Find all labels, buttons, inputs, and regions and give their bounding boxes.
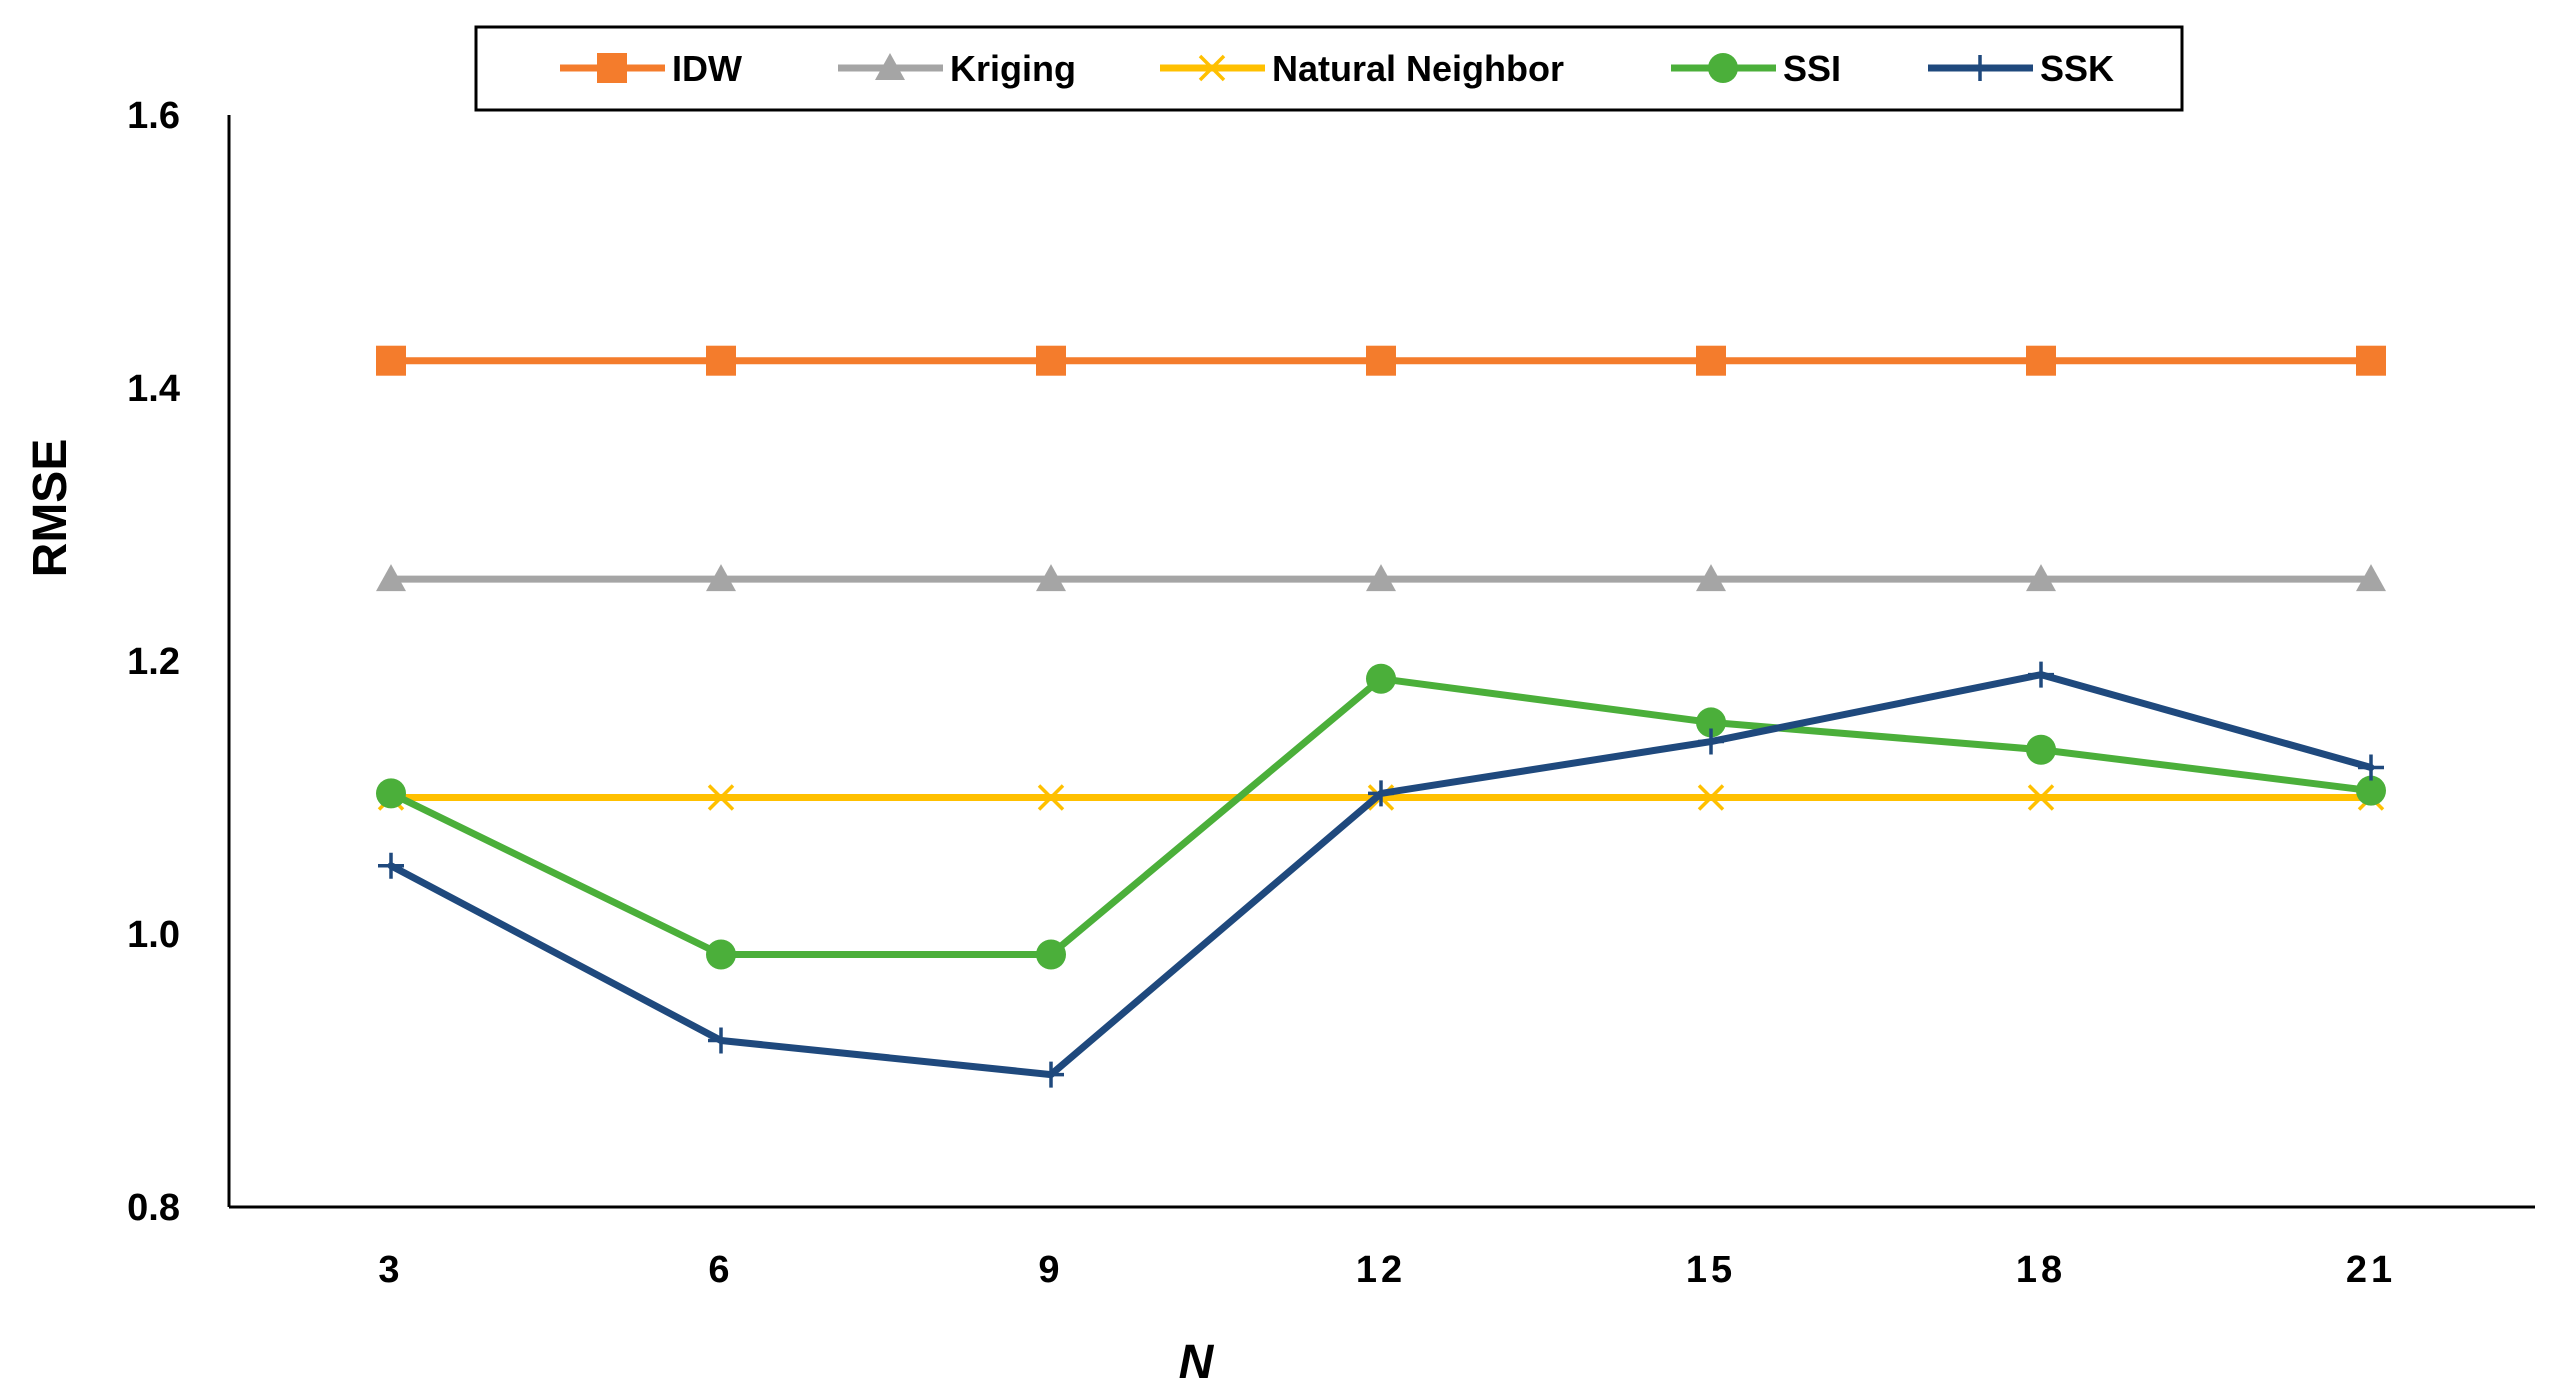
data-point-ssk-6 [708, 1027, 734, 1054]
legend-marker-kriging [875, 53, 905, 80]
y-tick-label-1-4: 1.4 [127, 368, 180, 410]
legend-marker-idw [597, 53, 627, 83]
data-point-ssi-18 [2026, 734, 2056, 765]
legend-label-natural-neighbor: Natural Neighbor [1272, 48, 1564, 89]
x-tick-label-15: 15 [1686, 1249, 1736, 1291]
data-point-ssk-18 [2028, 661, 2054, 688]
data-point-kriging-21 [2356, 564, 2386, 592]
legend-item-ssi: SSI [1671, 48, 1841, 89]
data-point-idw-3 [376, 345, 406, 376]
data-point-kriging-12 [1366, 564, 1396, 592]
data-point-natural-neighbor-6 [707, 784, 735, 811]
data-point-natural-neighbor-18 [2027, 784, 2055, 811]
x-tick-label-6: 6 [708, 1249, 733, 1291]
data-point-ssi-12 [1366, 663, 1396, 694]
data-point-ssk-9 [1038, 1061, 1064, 1088]
data-point-idw-21 [2356, 345, 2386, 376]
legend-label-ssk: SSK [2040, 48, 2114, 89]
legend-label-idw: IDW [672, 48, 742, 89]
series-kriging [376, 564, 2386, 592]
data-point-natural-neighbor-15 [1697, 784, 1725, 811]
data-point-ssi-3 [376, 778, 406, 809]
series-line-ssi [387, 675, 2375, 958]
y-tick-labels: 0.8 1.0 1.2 1.4 1.6 [127, 95, 180, 1229]
series-idw [376, 345, 2386, 376]
legend-item-kriging: Kriging [838, 48, 1076, 89]
y-tick-label-1-2: 1.2 [127, 641, 180, 683]
data-point-idw-9 [1036, 345, 1066, 376]
data-point-kriging-3 [376, 564, 406, 592]
series-ssi [376, 663, 2386, 970]
data-point-ssi-15 [1696, 707, 1726, 738]
x-axis-title: N [1179, 1336, 1215, 1389]
data-point-ssk-15 [1698, 728, 1724, 755]
legend-marker-natural-neighbor [1198, 54, 1226, 82]
legend-label-kriging: Kriging [950, 48, 1076, 89]
data-point-kriging-18 [2026, 564, 2056, 592]
data-point-kriging-9 [1036, 564, 1066, 592]
data-point-ssi-21 [2356, 775, 2386, 806]
x-tick-labels: 3 6 9 12 15 18 21 [378, 1249, 2396, 1291]
legend-item-idw: IDW [560, 48, 742, 89]
legend-marker-ssi [1708, 53, 1738, 83]
series-layer [376, 345, 2386, 1088]
data-point-idw-6 [706, 345, 736, 376]
data-point-kriging-6 [706, 564, 736, 592]
data-point-ssi-6 [706, 939, 736, 970]
x-tick-label-18: 18 [2016, 1249, 2066, 1291]
legend-marker-ssk [1967, 55, 1993, 81]
x-tick-label-3: 3 [378, 1249, 403, 1291]
y-tick-label-0-8: 0.8 [127, 1187, 180, 1229]
legend-item-natural-neighbor: Natural Neighbor [1160, 48, 1564, 89]
data-point-ssk-12 [1368, 780, 1394, 807]
data-point-ssk-21 [2358, 754, 2384, 781]
legend-label-ssi: SSI [1783, 48, 1841, 89]
legend-frame [474, 25, 2184, 112]
x-tick-label-21: 21 [2346, 1249, 2396, 1291]
y-tick-label-1-0: 1.0 [127, 914, 180, 956]
y-axis-title: RMSE [24, 439, 77, 578]
data-point-ssk-3 [378, 852, 404, 879]
data-point-idw-12 [1366, 345, 1396, 376]
legend-item-ssk: SSK [1928, 48, 2114, 89]
data-point-ssi-9 [1036, 939, 1066, 970]
data-point-natural-neighbor-9 [1037, 784, 1065, 811]
legend: IDW Kriging Natural Neighbor SSI SSK [474, 25, 2184, 112]
x-tick-label-9: 9 [1038, 1249, 1063, 1291]
y-tick-label-1-6: 1.6 [127, 95, 180, 137]
x-tick-label-12: 12 [1356, 1249, 1406, 1291]
series-ssk [378, 661, 2384, 1088]
plot-area: 0.8 1.0 1.2 1.4 1.6 3 6 9 12 15 18 21 [127, 95, 2535, 1291]
data-point-idw-18 [2026, 345, 2056, 376]
data-point-kriging-15 [1696, 564, 1726, 592]
data-point-idw-15 [1696, 345, 1726, 376]
series-line-ssk [387, 671, 2375, 1079]
